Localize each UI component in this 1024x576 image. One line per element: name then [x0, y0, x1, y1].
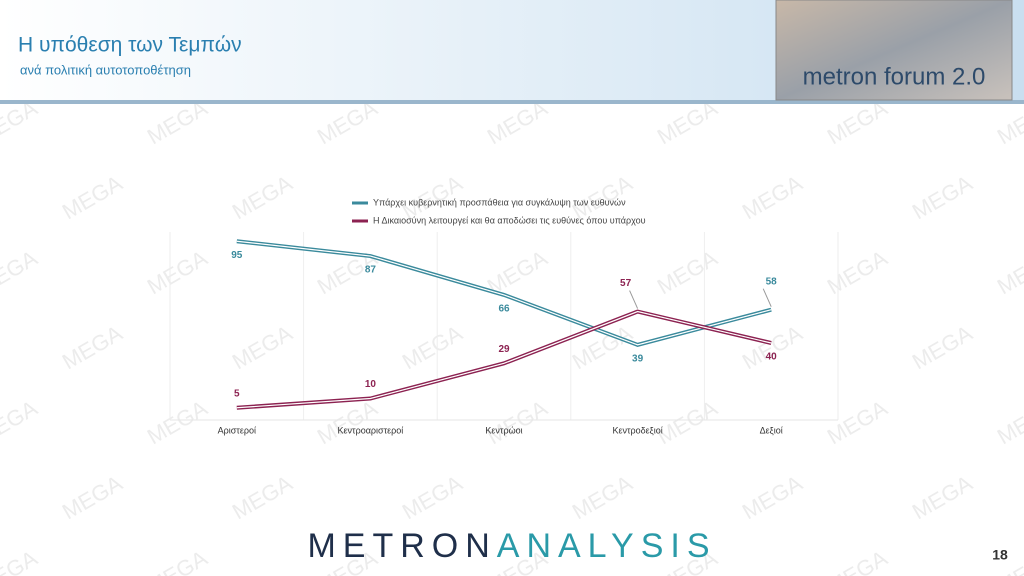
data-label: 10: [365, 379, 377, 390]
watermark: MEGA: [398, 470, 467, 524]
watermark: MEGA: [483, 395, 552, 449]
data-label: 29: [498, 344, 510, 355]
chart: Αριστεροί Κεντροαριστεροί Κεντρώοι Κεντροδε…: [169, 197, 839, 435]
watermark: MEGA: [228, 470, 297, 524]
watermark: MEGA: [58, 170, 127, 224]
series-line-inner: [236, 310, 772, 409]
watermark: MEGA: [0, 395, 42, 449]
watermark: MEGA: [143, 245, 212, 299]
data-label: 40: [766, 352, 778, 363]
data-label: 39: [632, 353, 644, 364]
x-tick-label: Αριστεροί: [218, 425, 256, 435]
watermark: MEGA: [738, 470, 807, 524]
watermark: MEGA: [228, 170, 297, 224]
watermark: MEGA: [143, 545, 212, 576]
label-leader: [629, 290, 639, 309]
x-tick-label: Δεξιοί: [760, 425, 783, 435]
data-label: 57: [620, 278, 632, 289]
x-tick-label: Κεντροδεξιοί: [612, 425, 662, 435]
brand-right: ANALYSIS: [497, 527, 717, 565]
logo-box: [775, 0, 1013, 101]
watermark: MEGA: [908, 170, 977, 224]
watermark: MEGA: [143, 395, 212, 449]
watermark: MEGA: [908, 470, 977, 524]
page-number: 18: [992, 547, 1008, 563]
watermark: MEGA: [0, 245, 42, 299]
data-label: 95: [231, 250, 243, 261]
watermark: MEGA: [568, 470, 637, 524]
header-rule: [0, 100, 1024, 104]
x-tick-label: Κεντροαριστεροί: [338, 425, 404, 435]
brand-left: METRON: [307, 527, 496, 565]
watermark: MEGA: [993, 245, 1024, 299]
watermark: MEGA: [738, 320, 807, 374]
data-label: 66: [498, 304, 510, 315]
legend-label: Η Δικαιοσύνη λειτουργεί και θα αποδώσει …: [373, 215, 646, 225]
watermark: MEGA: [908, 320, 977, 374]
subtitle: ανά πολιτική αυτοτοποθέτηση: [20, 62, 191, 77]
brand: METRONANALYSIS: [307, 527, 716, 565]
watermark: MEGA: [653, 395, 722, 449]
logo-text: metron forum 2.0: [803, 63, 986, 90]
watermark: MEGA: [993, 395, 1024, 449]
series-line-inner: [236, 240, 772, 346]
watermark: MEGA: [653, 245, 722, 299]
data-label: 5: [234, 388, 240, 399]
watermark: MEGA: [568, 320, 637, 374]
data-label: 87: [365, 265, 377, 276]
watermark: MEGA: [228, 320, 297, 374]
legend-label: Υπάρχει κυβερνητική προσπάθεια για συγκά…: [373, 197, 626, 207]
watermark: MEGA: [0, 545, 42, 576]
watermark: MEGA: [823, 545, 892, 576]
watermarks: MEGA MEGA MEGA MEGA MEGA MEGA MEGA MEGA MEGA MEGA…: [0, 95, 1024, 576]
watermark: MEGA: [398, 320, 467, 374]
watermark: MEGA: [738, 170, 807, 224]
watermark: MEGA: [823, 395, 892, 449]
series-line: [236, 309, 772, 410]
watermark: MEGA: [58, 470, 127, 524]
data-label: 58: [766, 276, 778, 287]
label-leader: [762, 288, 772, 307]
watermark: MEGA: [58, 320, 127, 374]
title: Η υπόθεση των Τεμπών: [18, 34, 242, 57]
watermark: MEGA: [823, 245, 892, 299]
x-tick-label: Κεντρώοι: [485, 425, 522, 435]
